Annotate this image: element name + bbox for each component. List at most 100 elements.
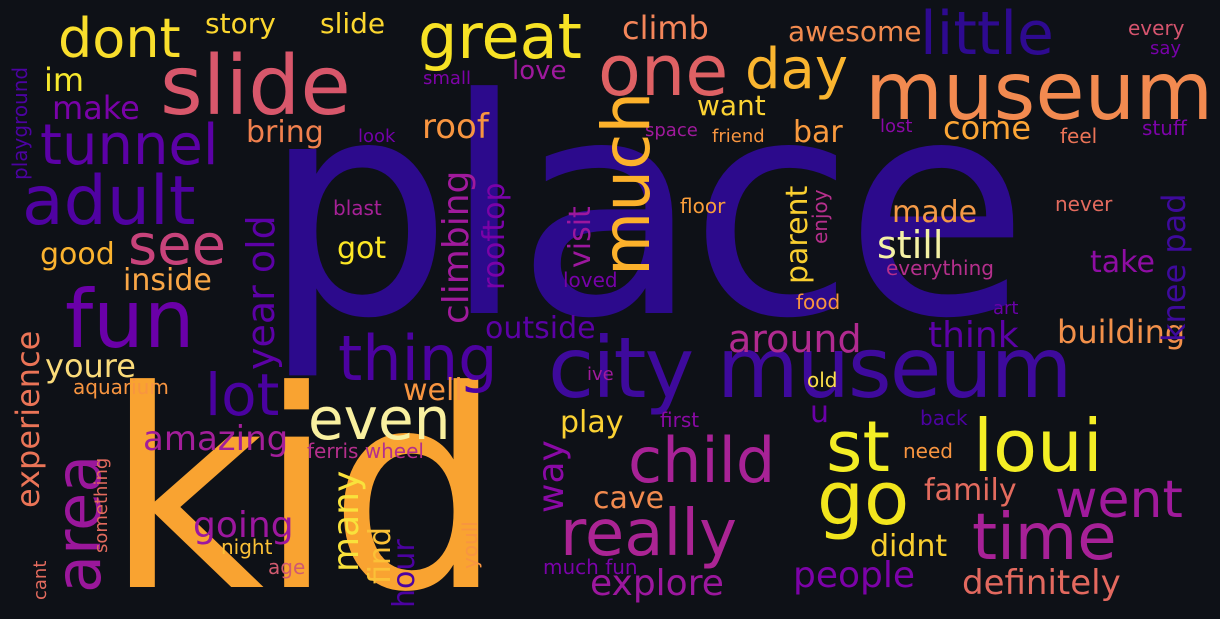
- word-way: way: [531, 440, 572, 513]
- word-awesome: awesome: [788, 15, 922, 48]
- word-blast: blast: [333, 196, 382, 220]
- word-child: child: [628, 424, 776, 497]
- word-amazing: amazing: [143, 419, 289, 459]
- word-loui: loui: [973, 404, 1103, 488]
- word-hour: hour: [387, 539, 422, 608]
- word-youll: youll: [458, 521, 482, 569]
- word-roof: roof: [422, 107, 489, 147]
- word-experience: experience: [9, 330, 47, 508]
- word-inside: inside: [123, 263, 212, 298]
- word-didnt: didnt: [870, 529, 948, 564]
- word-space: space: [645, 120, 698, 141]
- word-around: around: [728, 317, 862, 361]
- word-play: play: [560, 405, 624, 440]
- word-city-museum: city museum: [548, 319, 1072, 417]
- word-ive: ive: [587, 364, 614, 385]
- word-never: never: [1055, 192, 1113, 216]
- word-food: food: [796, 290, 841, 314]
- word-dont: dont: [58, 7, 181, 70]
- word-tunnel: tunnel: [40, 113, 219, 178]
- word-back: back: [920, 406, 968, 430]
- word-every: every: [1128, 16, 1185, 40]
- word-explore: explore: [590, 563, 724, 604]
- word-slide-small: slide: [320, 7, 386, 40]
- word-make: make: [52, 89, 140, 127]
- word-much: much: [588, 91, 665, 276]
- word-knee-pad: knee pad: [1155, 193, 1193, 342]
- word-story: story: [205, 7, 276, 40]
- word-lost: lost: [880, 116, 913, 137]
- word-climbing: climbing: [436, 170, 477, 324]
- word-st: st: [826, 406, 890, 488]
- word-cave: cave: [593, 481, 665, 516]
- word-aquarium: aquarium: [73, 375, 169, 399]
- word-old: old: [807, 368, 838, 392]
- word-good: good: [40, 237, 115, 272]
- word-visit: visit: [563, 206, 598, 268]
- word-stuff: stuff: [1142, 116, 1187, 140]
- word-enjoy: enjoy: [808, 189, 832, 244]
- word-made: made: [892, 195, 978, 230]
- word-year-old: year old: [239, 215, 283, 370]
- word-want: want: [697, 89, 766, 122]
- word-cant: cant: [30, 560, 51, 600]
- word-well: well: [403, 373, 463, 408]
- word-lot: lot: [205, 361, 280, 429]
- word-loved: loved: [563, 268, 618, 292]
- word-day: day: [745, 37, 849, 102]
- word-everything: everything: [886, 256, 994, 280]
- word-come: come: [943, 109, 1032, 147]
- word-art: art: [993, 298, 1019, 319]
- word-adult: adult: [22, 162, 196, 241]
- word-love: love: [512, 56, 567, 86]
- word-see: see: [128, 213, 227, 278]
- word-even: even: [308, 385, 451, 453]
- word-slide: slide: [160, 39, 351, 134]
- word-climb: climb: [622, 9, 709, 47]
- word-floor: floor: [680, 194, 726, 218]
- word-building: building: [1057, 313, 1186, 351]
- word-youre: youre: [45, 347, 136, 385]
- word-say: say: [1150, 38, 1182, 59]
- word-im: im: [44, 61, 85, 99]
- word-going: going: [193, 505, 294, 546]
- word-need: need: [903, 439, 953, 463]
- word-bring: bring: [246, 115, 324, 150]
- word-something: something: [91, 457, 112, 553]
- word-little: little: [920, 0, 1054, 69]
- word-fun: fun: [65, 273, 195, 366]
- word-small: small: [423, 68, 471, 89]
- word-time: time: [972, 501, 1117, 575]
- word-outside: outside: [485, 311, 596, 346]
- word-people: people: [793, 555, 916, 596]
- word-still: still: [877, 223, 944, 267]
- word-really: really: [560, 497, 737, 571]
- word-first: first: [660, 408, 700, 432]
- word-many: many: [326, 470, 367, 572]
- word-night: night: [221, 535, 273, 559]
- word-age: age: [268, 555, 306, 579]
- word-thing: thing: [338, 322, 498, 395]
- word-feel: feel: [1060, 124, 1098, 148]
- word-playground: playground: [8, 66, 32, 180]
- word-friend: friend: [712, 126, 765, 147]
- word-one: one: [598, 30, 729, 112]
- word-family: family: [924, 473, 1017, 508]
- word-look: look: [358, 126, 396, 147]
- word-great: great: [418, 0, 582, 73]
- word-rooftop: rooftop: [477, 182, 512, 290]
- word-much-fun: much fun: [543, 555, 638, 579]
- word-got: got: [337, 231, 387, 266]
- word-kid: kid: [105, 332, 503, 619]
- word-u: u: [810, 395, 830, 430]
- word-went: went: [1055, 470, 1183, 530]
- word-place: place: [262, 35, 1029, 384]
- word-go: go: [817, 456, 910, 542]
- word-definitely: definitely: [962, 563, 1121, 603]
- word-ferris-wheel: ferris wheel: [307, 439, 424, 463]
- word-take: take: [1090, 245, 1155, 280]
- word-museum: museum: [865, 45, 1214, 138]
- word-think: think: [928, 315, 1019, 356]
- word-bar: bar: [793, 115, 843, 150]
